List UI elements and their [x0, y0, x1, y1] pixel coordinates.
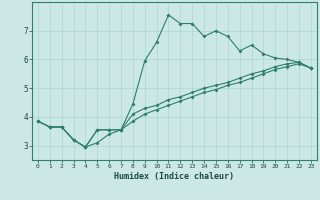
X-axis label: Humidex (Indice chaleur): Humidex (Indice chaleur)	[115, 172, 234, 181]
